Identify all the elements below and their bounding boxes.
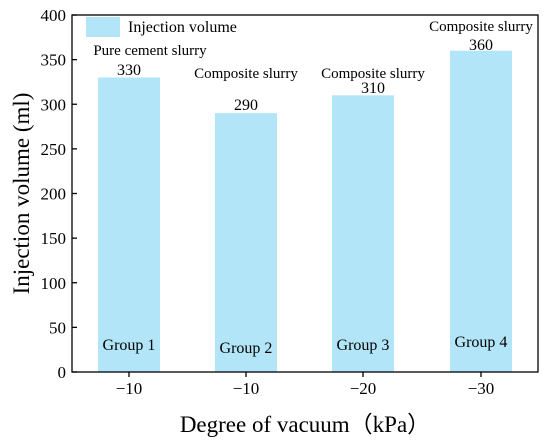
x-tick-label: −30: [468, 379, 495, 398]
x-tick-label: −10: [233, 379, 260, 398]
x-tick-label: −10: [116, 379, 143, 398]
x-axis-title: Degree of vacuum（kPa）: [180, 412, 430, 437]
bar-2: [215, 113, 277, 373]
bar-annotation: Pure cement slurry: [93, 43, 207, 59]
bar-group-label: Group 4: [455, 334, 508, 351]
bar-value-label: 290: [234, 97, 258, 114]
y-tick-label: 100: [41, 274, 67, 293]
bars-layer: [86, 17, 512, 373]
axes-layer: [71, 14, 539, 377]
legend-label: Injection volume: [128, 19, 237, 36]
y-tick-label: 50: [49, 318, 66, 337]
y-axis-title: Injection volume (ml): [9, 93, 34, 295]
y-tick-label: 250: [41, 140, 67, 159]
y-tick-label: 0: [58, 363, 67, 382]
x-tick-label: −20: [350, 379, 377, 398]
y-tick-label: 150: [41, 229, 67, 248]
y-tick-label: 200: [41, 185, 67, 204]
bar-value-label: 330: [117, 62, 141, 79]
y-tick-label: 350: [41, 51, 67, 70]
bar-group-label: Group 1: [103, 337, 156, 354]
legend-swatch: [86, 17, 120, 37]
bar-group-label: Group 2: [220, 340, 273, 357]
bar-group-label: Group 3: [337, 337, 390, 354]
y-tick-label: 300: [41, 95, 67, 114]
text-layer: 0 50 100 150 200 250 300 350 400 −10 −10 −20 −30 Degr…: [9, 6, 533, 437]
bar-3: [332, 95, 394, 372]
bar-value-label: 310: [361, 80, 385, 97]
bar-annotation: Composite slurry: [429, 19, 533, 35]
bar-1: [98, 77, 160, 372]
bar-4: [450, 50, 512, 372]
bar-annotation: Composite slurry: [321, 66, 425, 82]
bar-value-label: 360: [469, 37, 493, 54]
y-tick-label: 400: [41, 6, 67, 25]
bar-annotation: Composite slurry: [194, 66, 298, 82]
